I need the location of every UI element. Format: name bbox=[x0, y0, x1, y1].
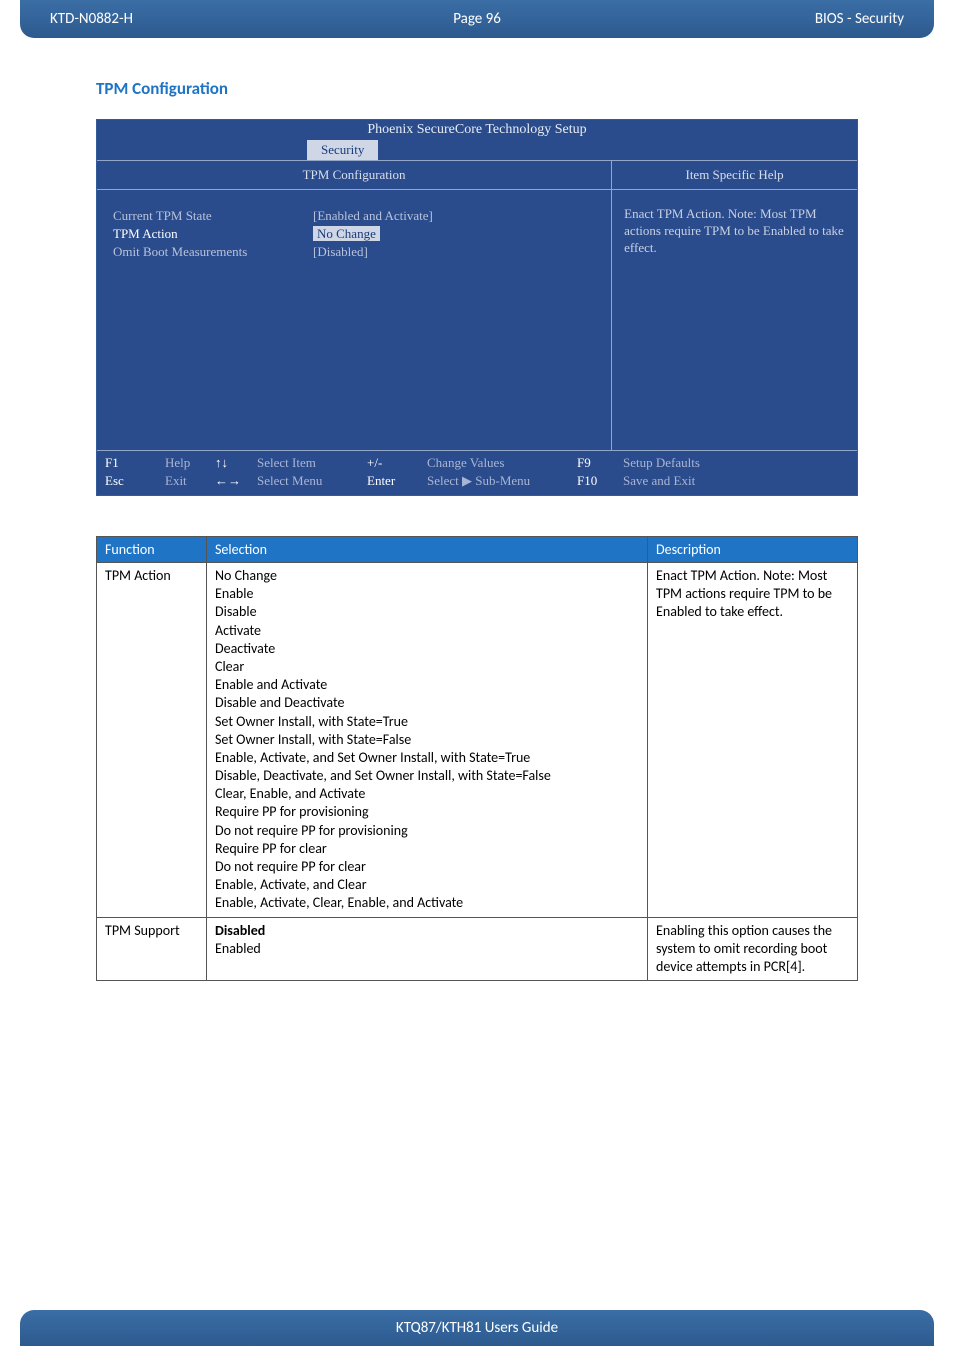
bios-tab-security[interactable]: Security bbox=[307, 140, 378, 160]
col-function: Function bbox=[97, 537, 207, 563]
sel-item: Select Item bbox=[257, 455, 367, 471]
page-number: Page 96 bbox=[335, 10, 620, 28]
cell-selection: Disabled Enabled bbox=[207, 917, 648, 981]
bios-screenshot: Phoenix SecureCore Technology Setup Secu… bbox=[96, 119, 858, 496]
header-section: BIOS - Security bbox=[619, 10, 904, 28]
footer-guide: KTQ87/KTH81 Users Guide bbox=[20, 1310, 934, 1346]
cell-description: Enabling this option causes the system t… bbox=[648, 917, 858, 981]
bios-row-value: [Disabled] bbox=[313, 244, 368, 260]
col-selection: Selection bbox=[207, 537, 648, 563]
bios-row-label: TPM Action bbox=[113, 226, 313, 242]
set-def: Setup Defaults bbox=[623, 455, 849, 471]
section-title: TPM Configuration bbox=[96, 78, 954, 99]
key-f1: F1 bbox=[105, 455, 165, 471]
bios-help-header: Item Specific Help bbox=[612, 161, 857, 190]
cell-function: TPM Action bbox=[97, 563, 207, 918]
table-row: TPM Support Disabled Enabled Enabling th… bbox=[97, 917, 858, 981]
save-exit: Save and Exit bbox=[623, 473, 849, 489]
key-exit: Exit bbox=[165, 473, 215, 489]
arrows-ud-icon: ↑↓ bbox=[215, 455, 257, 471]
table-header-row: Function Selection Description bbox=[97, 537, 858, 563]
sel-menu: Select Menu bbox=[257, 473, 367, 489]
bios-settings-list: Current TPM State [Enabled and Activate]… bbox=[97, 190, 611, 450]
page-header: KTD-N0882-H Page 96 BIOS - Security bbox=[20, 0, 934, 38]
description-table: Function Selection Description TPM Actio… bbox=[96, 536, 858, 981]
bios-help-text: Enact TPM Action. Note: Most TPM actions… bbox=[612, 190, 857, 273]
cell-function: TPM Support bbox=[97, 917, 207, 981]
key-f9: F9 bbox=[577, 455, 623, 471]
arrows-lr-icon: ←→ bbox=[215, 473, 257, 489]
cell-selection: No Change Enable Disable Activate Deacti… bbox=[207, 563, 648, 918]
bios-row[interactable]: Omit Boot Measurements [Disabled] bbox=[113, 244, 595, 260]
bios-row-value: [Enabled and Activate] bbox=[313, 208, 433, 224]
key-enter: Enter bbox=[367, 473, 427, 489]
chg-vals: Change Values bbox=[427, 455, 577, 471]
bios-setup-title: Phoenix SecureCore Technology Setup bbox=[97, 120, 857, 140]
key-esc: Esc bbox=[105, 473, 165, 489]
bios-row[interactable]: TPM Action No Change bbox=[113, 226, 595, 242]
bios-panel-title: TPM Configuration bbox=[97, 161, 611, 190]
selection-default: Disabled bbox=[215, 922, 265, 939]
bios-row-label: Omit Boot Measurements bbox=[113, 244, 313, 260]
key-f10: F10 bbox=[577, 473, 623, 489]
doc-id: KTD-N0882-H bbox=[50, 10, 335, 28]
cell-description: Enact TPM Action. Note: Most TPM actions… bbox=[648, 563, 858, 918]
bios-footer-keys: F1 Help ↑↓ Select Item +/- Change Values… bbox=[97, 450, 857, 495]
bios-row-value[interactable]: No Change bbox=[313, 226, 380, 241]
key-help: Help bbox=[165, 455, 215, 471]
table-row: TPM Action No Change Enable Disable Acti… bbox=[97, 563, 858, 918]
bios-row-label: Current TPM State bbox=[113, 208, 313, 224]
bios-row[interactable]: Current TPM State [Enabled and Activate] bbox=[113, 208, 595, 224]
selection-option: Enabled bbox=[215, 940, 261, 957]
bios-tabbar: Security bbox=[97, 140, 857, 160]
col-description: Description bbox=[648, 537, 858, 563]
plusminus-icon: +/- bbox=[367, 455, 427, 471]
sel-sub: Select ▶ Sub-Menu bbox=[427, 473, 577, 489]
